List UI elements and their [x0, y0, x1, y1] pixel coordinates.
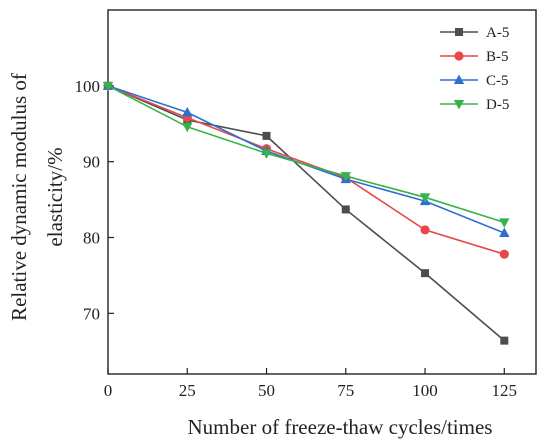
data-point: [340, 172, 351, 182]
legend: A-5 B-5 C-5 D-5: [440, 25, 509, 113]
data-point: [499, 218, 510, 228]
y-axis-label-line1: Relative dynamic modulus of: [7, 73, 31, 321]
x-tick-label: 50: [258, 381, 275, 400]
y-tick-label: 80: [83, 229, 100, 248]
legend-item-a-5: A-5: [440, 25, 509, 41]
y-tick-label: 100: [75, 77, 101, 96]
data-point: [499, 227, 510, 237]
data-point: [499, 249, 509, 259]
series-lines: [102, 80, 510, 345]
x-tick-label: 100: [412, 381, 438, 400]
series-line: [107, 85, 505, 255]
x-tick-label: 0: [104, 381, 113, 400]
series-line: [107, 85, 505, 224]
data-point: [500, 336, 509, 345]
legend-item-c-5: C-5: [440, 73, 509, 89]
x-axis-ticks: 0 25 50 75 100 125: [104, 368, 517, 400]
plot-area-frame: [107, 9, 537, 375]
series-line: [107, 85, 505, 342]
data-point: [182, 106, 193, 117]
x-tick-label: 25: [179, 381, 196, 400]
y-axis-label-line2: elasticity/%: [43, 147, 67, 246]
legend-label: A-5: [486, 25, 509, 41]
data-point: [419, 193, 431, 203]
series-a-5: [104, 81, 509, 345]
series-b-5: [103, 81, 509, 259]
series-d-5: [102, 81, 510, 228]
legend-label: B-5: [486, 49, 509, 65]
y-tick-label: 90: [83, 153, 100, 172]
data-point: [102, 81, 114, 92]
data-point: [341, 205, 350, 214]
legend-label: C-5: [486, 73, 509, 89]
x-axis-label: Number of freeze-thaw cycles/times: [188, 415, 493, 439]
data-point: [262, 131, 271, 140]
data-point: [182, 122, 193, 133]
legend-marker: [453, 74, 465, 84]
y-tick-label: 70: [83, 304, 100, 323]
legend-label: D-5: [486, 97, 509, 113]
data-point: [261, 149, 272, 159]
legend-marker: [453, 100, 465, 110]
x-tick-label: 75: [337, 381, 354, 400]
data-point: [420, 225, 430, 235]
series-line: [107, 85, 505, 234]
x-tick-label: 125: [492, 381, 518, 400]
legend-item-d-5: D-5: [440, 97, 509, 113]
y-axis-ticks: 70 80 90 100: [75, 77, 114, 323]
legend-marker: [454, 51, 464, 61]
legend-item-b-5: B-5: [440, 49, 509, 65]
data-point: [421, 269, 430, 278]
legend-marker: [455, 28, 463, 36]
